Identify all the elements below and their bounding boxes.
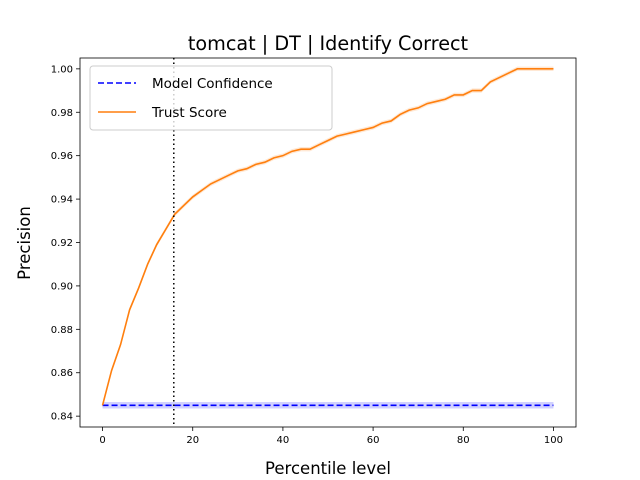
legend: Model Confidence Trust Score bbox=[89, 65, 333, 131]
x-tick-label: 0 bbox=[99, 435, 105, 446]
x-tick-label: 100 bbox=[544, 435, 563, 446]
x-tick-label: 20 bbox=[186, 435, 199, 446]
x-axis-label: Percentile level bbox=[265, 459, 391, 478]
y-tick-label: 0.86 bbox=[51, 368, 73, 379]
y-tick-label: 0.94 bbox=[51, 195, 73, 206]
legend-frame bbox=[89, 65, 333, 131]
y-tick-label: 1.00 bbox=[51, 64, 73, 75]
legend-label-model-confidence: Model Confidence bbox=[152, 76, 273, 92]
y-tick-label: 0.96 bbox=[51, 151, 73, 162]
y-tick-label: 0.88 bbox=[51, 325, 73, 336]
y-tick-label: 0.92 bbox=[51, 238, 73, 249]
y-axis-ticks: 0.84 0.86 0.88 0.90 0.92 0.94 0.96 0.98 1.00 bbox=[51, 64, 80, 423]
y-tick-label: 0.90 bbox=[51, 281, 73, 292]
y-tick-label: 0.98 bbox=[51, 108, 73, 119]
x-tick-label: 60 bbox=[367, 435, 380, 446]
chart-title: tomcat | DT | Identify Correct bbox=[188, 32, 469, 55]
x-tick-label: 40 bbox=[277, 435, 290, 446]
x-tick-label: 80 bbox=[457, 435, 470, 446]
legend-label-trust-score: Trust Score bbox=[151, 105, 227, 121]
x-axis-ticks: 0 20 40 60 80 100 bbox=[99, 427, 563, 446]
y-tick-label: 0.84 bbox=[51, 412, 73, 423]
plot-area bbox=[101, 58, 554, 427]
y-axis-label: Precision bbox=[15, 206, 34, 280]
trust-score-line bbox=[101, 68, 554, 406]
